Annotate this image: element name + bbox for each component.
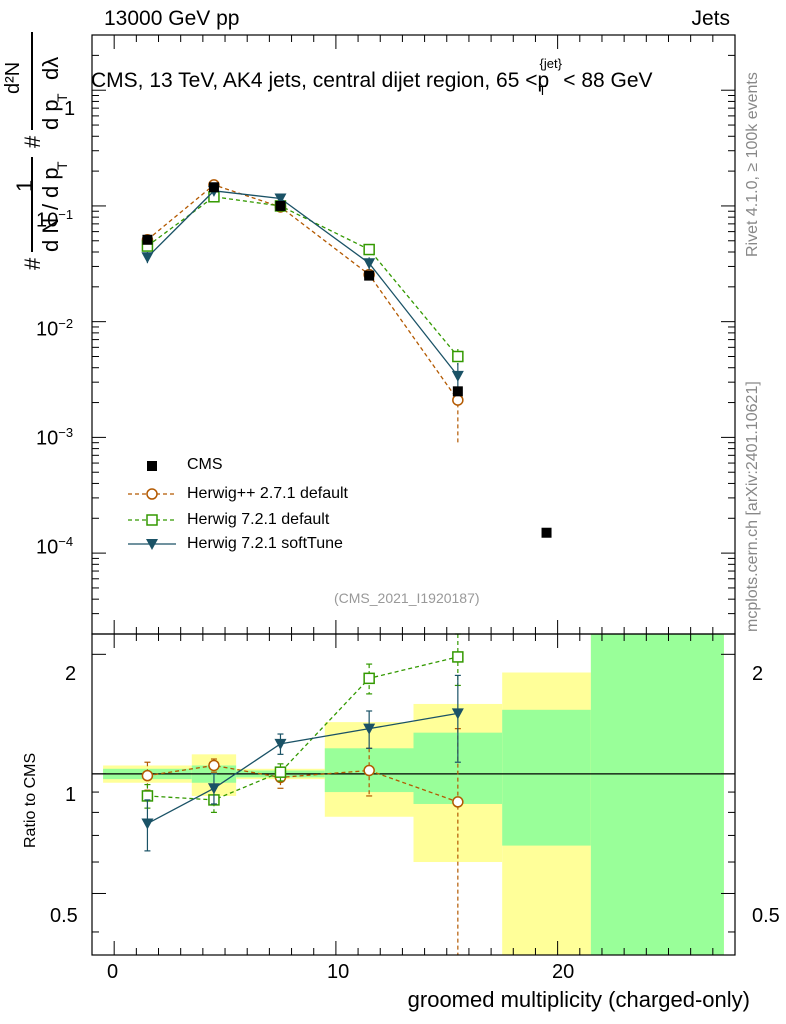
title-suffix: < 88 GeV xyxy=(563,69,653,92)
title-p: p xyxy=(537,69,550,92)
mcplots-label: mcplots.cern.ch [arXiv:2401.10621] xyxy=(744,381,761,632)
axis-ticks xyxy=(92,34,735,955)
ratio-point-herwig7-default xyxy=(452,651,464,663)
ratio-point-herwigpp xyxy=(141,769,154,782)
x-tick-label: 0 xyxy=(107,961,119,983)
ratio-point-herwig7-softtune xyxy=(274,738,287,750)
title-prefix: CMS, 13 TeV, AK4 jets, central dijet reg… xyxy=(91,69,538,92)
main-point-herwig7-softtune xyxy=(274,193,287,205)
analysis-id: (CMS_2021_I1920187) xyxy=(334,590,480,606)
ratio-y-tick-label-right: 2 xyxy=(752,663,764,685)
ratio-y-tick-label-right: 0.5 xyxy=(752,905,780,927)
main-line-herwig7-softtune xyxy=(146,190,459,377)
ratio-uncertainty-bands xyxy=(92,634,735,955)
main-point-herwig7-softtune xyxy=(141,252,154,264)
y-axis-label: # 1 d N / d p T # d²N d p T dλ xyxy=(2,30,88,270)
main-line-herwigpp xyxy=(147,184,459,401)
legend-label-herwig7-default: Herwig 7.2.1 default xyxy=(187,511,330,528)
ylabel-dlambda: dλ xyxy=(38,56,63,80)
legend-marker-cms xyxy=(147,461,157,471)
ratio-point-herwigpp xyxy=(452,796,464,808)
main-y-tick-label: 10−2 xyxy=(36,316,74,341)
legend-label-herwig7-softtune: Herwig 7.2.1 softTune xyxy=(187,535,343,552)
ratio-point-herwig7-default xyxy=(274,766,287,778)
ylabel-denom-dp: d p xyxy=(38,99,63,130)
ratio-point-herwig7-softtune xyxy=(363,723,376,735)
data-point-cms xyxy=(275,200,286,211)
main-y-tick-label: 10−3 xyxy=(36,425,74,450)
main-point-herwig7-softtune xyxy=(363,258,376,270)
ylabel-dp-sub: T xyxy=(54,161,70,170)
main-y-tick-label: 1 xyxy=(64,98,76,120)
ratio-point-herwig7-softtune xyxy=(451,708,464,720)
ratio-plot-frame xyxy=(91,633,736,956)
ylabel-numerator: d²N xyxy=(2,61,24,94)
title-pt: p T {jet} xyxy=(537,56,562,98)
legend-marker-herwig7-softtune xyxy=(146,539,158,550)
data-point-cms xyxy=(364,270,375,281)
ylabel-hash1: # xyxy=(20,257,45,270)
main-plot-marks xyxy=(141,179,552,538)
ratio-y-axis-label: Ratio to CMS xyxy=(22,752,39,848)
legend-markers xyxy=(128,461,176,550)
legend-marker-herwigpp xyxy=(146,488,158,500)
ratio-stat-band xyxy=(502,709,591,846)
beam-label: 13000 GeV pp xyxy=(104,7,240,30)
main-point-herwig7-softtune xyxy=(451,370,464,382)
data-point-cms xyxy=(208,182,219,193)
ylabel-one: 1 xyxy=(12,179,37,192)
main-y-tick-label: 10−4 xyxy=(36,534,74,559)
plot-title: CMS, 13 TeV, AK4 jets, central dijet reg… xyxy=(91,56,653,98)
ratio-point-herwig7-softtune xyxy=(141,818,154,830)
title-pt-sub: T xyxy=(538,83,547,98)
ratio-point-herwig7-softtune xyxy=(207,783,220,795)
x-axis-label: groomed multiplicity (charged-only) xyxy=(407,987,750,1012)
data-point-cms xyxy=(541,527,552,538)
ratio-point-herwig7-default xyxy=(363,672,375,685)
main-point-herwig7-default xyxy=(452,350,464,363)
ratio-line-herwig7-default xyxy=(147,656,458,801)
x-tick-label: 20 xyxy=(552,961,575,983)
ylabel-hash2: # xyxy=(20,135,45,148)
data-point-cms xyxy=(142,234,153,245)
x-tick-label: 10 xyxy=(327,961,350,983)
main-y-tick-label: 10−1 xyxy=(36,207,74,232)
ratio-y-tick-label: 0.5 xyxy=(50,905,78,927)
ratio-y-tick-label: 2 xyxy=(65,663,77,685)
ratio-stat-band xyxy=(590,634,724,955)
ylabel-dp: d p xyxy=(38,167,63,198)
main-line-herwig7-default xyxy=(147,196,459,357)
category-label: Jets xyxy=(691,7,730,30)
ratio-plot-marks xyxy=(141,633,464,955)
ratio-y-tick-label: 1 xyxy=(65,784,77,806)
ratio-point-herwigpp xyxy=(208,759,220,772)
rivet-label: Rivet 4.1.0, ≥ 100k events xyxy=(744,72,761,257)
legend-label-cms: CMS xyxy=(187,456,223,473)
plot-frames xyxy=(91,34,736,956)
legend-label-herwigpp: Herwig++ 2.7.1 default xyxy=(187,485,348,502)
legend-marker-herwig7-default xyxy=(146,514,158,526)
main-point-herwigpp xyxy=(452,394,464,406)
data-point-cms xyxy=(452,386,463,397)
main-point-herwig7-default xyxy=(363,243,375,256)
title-pt-sup: {jet} xyxy=(539,56,562,71)
ratio-point-herwigpp xyxy=(363,764,375,777)
